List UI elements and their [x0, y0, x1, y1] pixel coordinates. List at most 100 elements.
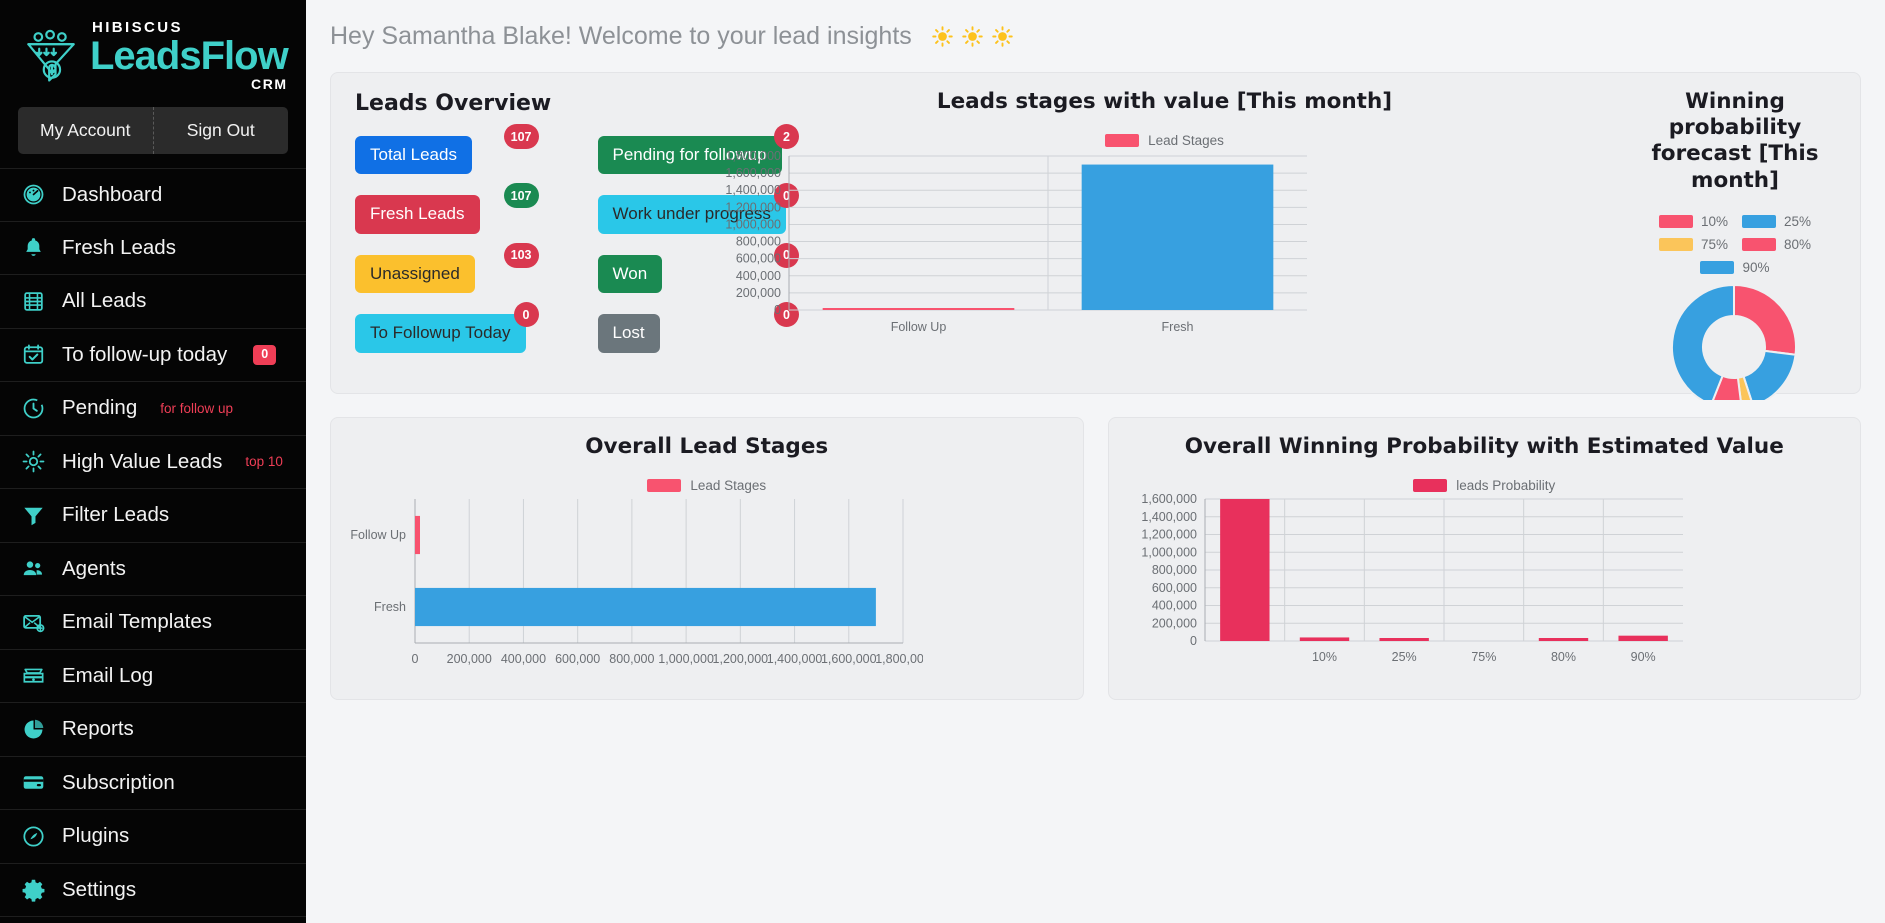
sidebar-item-badge: 0	[253, 344, 277, 365]
overview-and-charts-card: Leads Overview Total Leads 107 Fresh Leads…	[330, 72, 1861, 410]
sidebar-item-label: Email Log	[62, 663, 154, 687]
sidebar-item-high-value-leads[interactable]: High Value Leads top 10	[0, 436, 306, 489]
my-account-button[interactable]: My Account	[40, 120, 131, 140]
sidebar-item-settings[interactable]: Settings	[0, 864, 306, 917]
svg-text:Follow Up: Follow Up	[350, 528, 406, 542]
donut-legend-label: 25%	[1784, 213, 1812, 229]
svg-text:Follow Up: Follow Up	[891, 320, 947, 334]
winning-probability-forecast-title: Winning probability forecast [This month…	[1651, 89, 1819, 193]
donut-legend-item[interactable]: 25%	[1742, 214, 1811, 229]
overview-pill-label: Work under progress	[597, 195, 786, 234]
sidebar-nav: Dashboard Fresh Leads All Leads To follow-u…	[0, 168, 306, 917]
sidebar-item-subscription[interactable]: Subscription	[0, 757, 306, 810]
svg-text:1,600,000: 1,600,000	[725, 166, 781, 180]
list-icon	[20, 288, 46, 314]
svg-text:1,000,000: 1,000,000	[1141, 545, 1197, 559]
svg-text:0: 0	[774, 303, 781, 317]
donut-legend-label: 80%	[1784, 236, 1812, 252]
bell-icon	[20, 235, 46, 261]
funnel-dollar-logo-icon	[22, 27, 80, 85]
overview-pill-count-badge: 0	[773, 242, 799, 268]
donut-legend-item[interactable]: 80%	[1742, 237, 1811, 252]
legend-swatch-lead-stages	[1105, 134, 1140, 147]
leads-stages-value-title: Leads stages with value [This month]	[936, 89, 1393, 114]
sign-out-button[interactable]: Sign Out	[152, 107, 289, 154]
overview-pill[interactable]: Pending for followup 2	[597, 124, 799, 175]
donut-legend-item[interactable]: 10%	[1658, 213, 1728, 229]
overview-pill-column-right: Pending for followup 2 Work under progress…	[597, 124, 799, 353]
overall-lead-stages-legend[interactable]: Lead Stages	[345, 478, 1069, 493]
sidebar-item-dashboard[interactable]: Dashboard	[0, 168, 306, 222]
legend-label-lead-stages: Lead Stages	[1148, 133, 1224, 148]
brand-logo[interactable]: HIBISCUS LeadsFlow CRM	[0, 0, 306, 97]
page-title: Hey Samantha Blake! Welcome to your lead…	[306, 0, 1885, 51]
overview-pill[interactable]: Won 0	[597, 242, 799, 294]
svg-text:1,400,000: 1,400,000	[1141, 510, 1197, 524]
overall-winning-probability-chart: 0 200,000 400,000 600,000 800,000 1,000,000 1,…	[1141, 492, 1683, 664]
overview-pill[interactable]: Work under progress 0	[597, 183, 799, 234]
overview-pill-label: Won	[597, 254, 663, 294]
sidebar-item-label: High Value Leads	[62, 449, 223, 473]
sidebar-item-email-templates[interactable]: Email Templates	[0, 596, 306, 650]
plug-icon	[20, 823, 46, 849]
sidebar-item-fresh-leads[interactable]: Fresh Leads	[0, 222, 306, 275]
overview-pill[interactable]: To Followup Today 0	[355, 302, 539, 353]
sidebar-item-agents[interactable]: Agents	[0, 543, 306, 596]
donut-legend-label: 10%	[1700, 213, 1728, 229]
donut-legend-swatch	[1700, 260, 1735, 274]
overview-pill-count-badge: 0	[773, 302, 799, 328]
sidebar-item-reports[interactable]: Reports	[0, 703, 306, 757]
svg-text:200,000: 200,000	[1151, 616, 1196, 630]
envelope-plus-icon	[20, 609, 46, 635]
sidebar-item-plugins[interactable]: Plugins	[0, 810, 306, 864]
winning-probability-forecast-panel: Winning probability forecast [This month…	[1620, 73, 1860, 410]
overall-lead-stages-card: Overall Lead Stages Lead Stages 0 200,000…	[330, 417, 1084, 700]
sidebar-item-label: All Leads	[62, 289, 147, 313]
overview-pill-count-badge: 103	[503, 242, 539, 268]
donut-legend-swatch	[1742, 237, 1776, 251]
overview-pill[interactable]: Total Leads 107	[355, 124, 539, 175]
overview-pill-count-badge: 0	[773, 183, 799, 209]
svg-text:200,000: 200,000	[736, 286, 781, 300]
svg-text:0: 0	[1190, 634, 1197, 648]
overview-pill[interactable]: Unassigned 103	[355, 242, 539, 294]
sidebar-item-label: Pending	[62, 396, 138, 420]
svg-text:90%: 90%	[1630, 650, 1655, 664]
sidebar-item-email-log[interactable]: Email Log	[0, 650, 306, 703]
sidebar-item-pending[interactable]: Pending for follow up	[0, 382, 306, 436]
sidebar-item-filter-leads[interactable]: Filter Leads	[0, 489, 306, 543]
donut-legend-swatch	[1658, 237, 1693, 251]
sidebar-item-to-follow-up-today[interactable]: To follow-up today 0	[0, 329, 306, 382]
svg-text:1,600,000: 1,600,000	[821, 652, 877, 666]
legend-swatch-leads-probability	[1413, 479, 1448, 492]
svg-text:600,000: 600,000	[555, 652, 600, 666]
overview-pill-column-left: Total Leads 107 Fresh Leads 107 Unassigned 10…	[355, 124, 539, 353]
overall-winning-probability-legend[interactable]: leads Probability	[1123, 478, 1847, 493]
overall-lead-stages-chart: 0 200,000 400,000 600,000 800,000 1,000,0001,…	[350, 499, 931, 666]
sun-icon	[932, 26, 953, 47]
overview-pill[interactable]: Lost 0	[597, 302, 799, 353]
leads-stages-value-legend[interactable]: Lead Stages	[719, 133, 1610, 148]
svg-text:1,800,000: 1,800,000	[875, 652, 923, 666]
svg-text:600,000: 600,000	[736, 252, 781, 266]
sidebar-item-label: Email Templates	[62, 610, 213, 634]
sidebar: HIBISCUS LeadsFlow CRM My Account Sign O…	[0, 0, 306, 923]
overall-winning-probability-card: Overall Winning Probability with Estimat…	[1107, 417, 1861, 700]
overview-pill-count-badge: 107	[503, 124, 539, 149]
svg-text:800,000: 800,000	[736, 235, 781, 249]
overview-pill[interactable]: Fresh Leads 107	[355, 183, 539, 234]
svg-text:80%: 80%	[1550, 650, 1575, 664]
sidebar-item-all-leads[interactable]: All Leads	[0, 275, 306, 329]
overview-pill-label: To Followup Today	[355, 314, 526, 353]
donut-legend-label: 90%	[1742, 259, 1770, 275]
svg-text:400,000: 400,000	[1151, 599, 1196, 613]
donut-legend-item[interactable]: 75%	[1658, 237, 1728, 252]
people-icon	[20, 556, 46, 582]
greeting-text: Hey Samantha Blake! Welcome to your lead…	[330, 22, 912, 50]
svg-text:1,800,000: 1,800,000	[725, 149, 781, 163]
brand-hibiscus: HIBISCUS	[92, 19, 183, 36]
leads-overview-title: Leads Overview	[355, 91, 552, 116]
clock-icon	[20, 395, 46, 421]
donut-legend-item[interactable]: 90%	[1700, 259, 1770, 275]
leads-overview-panel: Leads Overview Total Leads 107 Fresh Leads…	[331, 73, 799, 393]
